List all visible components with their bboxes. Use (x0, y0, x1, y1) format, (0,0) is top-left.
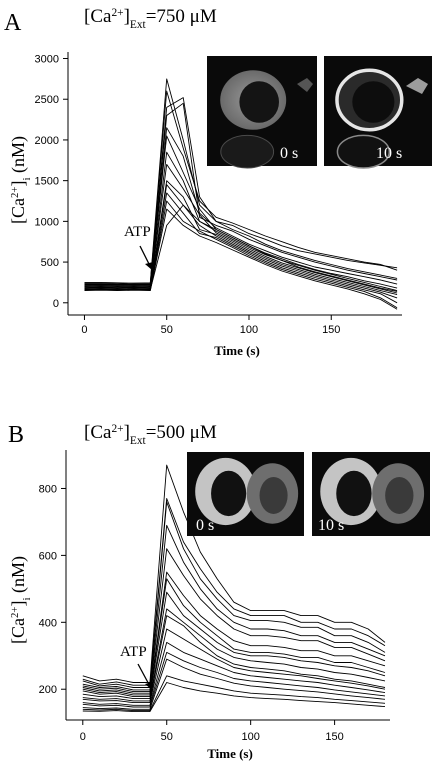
process-shape (406, 78, 428, 94)
y-tick-label: 1500 (35, 176, 59, 188)
series-line-11 (82, 628, 386, 704)
series-line-4 (82, 524, 386, 691)
atp-annotation: ATP (124, 224, 151, 240)
microscopy-inset: 0 s (187, 452, 304, 536)
y-axis-label: [Ca2+]i (nM) (8, 136, 33, 224)
series-line-2 (82, 498, 386, 686)
series-line-16 (82, 682, 386, 713)
microscopy-inset: 10 s (312, 452, 430, 536)
label-part: (nM) (8, 136, 29, 178)
inset-time-label: 0 s (196, 517, 214, 534)
label-part: [Ca (8, 198, 28, 224)
y-tick-label: 600 (39, 550, 57, 562)
y-tick-label: 800 (39, 483, 57, 495)
microscopy-inset: 10 s (324, 56, 432, 169)
series-line-8 (82, 591, 386, 698)
label-part: ] (124, 6, 130, 27)
panel-a: A [Ca2+]Ext=750 μM[Ca2+]i (nM)05001000150… (4, 6, 432, 358)
label-superscript: 2+ (111, 7, 123, 19)
label-subscript: i (21, 598, 33, 601)
neighbor-cell (336, 134, 391, 169)
y-tick-label: 200 (39, 684, 57, 696)
x-tick-label: 50 (161, 324, 173, 336)
label-part: ] (8, 181, 28, 187)
panel-b: B [Ca2+]Ext=500 μM[Ca2+]i (nM)20040060080… (8, 422, 430, 761)
label-part: =750 μM (146, 6, 217, 27)
x-tick-label: 0 (80, 731, 86, 743)
label-part: ] (124, 422, 130, 443)
y-tick-label: 3000 (35, 54, 59, 66)
series-line-10 (84, 184, 398, 299)
series-line-15 (82, 675, 386, 712)
series-line-12 (82, 641, 386, 706)
label-superscript: 2+ (9, 607, 21, 619)
cell-nucleus (352, 81, 395, 123)
label-superscript: 2+ (111, 423, 123, 435)
x-axis-label: Time (s) (214, 343, 260, 358)
panel-label: B (8, 422, 24, 448)
inset-time-label: 10 s (318, 517, 344, 534)
series-line-12 (84, 200, 398, 309)
x-tick-label: 150 (322, 324, 340, 336)
label-part: =500 μM (146, 422, 217, 443)
x-tick-label: 100 (240, 324, 258, 336)
x-axis-label: Time (s) (207, 746, 253, 761)
y-tick-label: 2000 (35, 135, 59, 147)
cell-nucleus (239, 81, 279, 123)
label-part: [Ca (8, 618, 28, 644)
atp-arrow-head (145, 682, 153, 690)
y-tick-label: 0 (53, 298, 59, 310)
series-line-4 (84, 102, 398, 286)
cell-nucleus (336, 470, 372, 517)
x-tick-label: 50 (161, 731, 173, 743)
series-line-5 (82, 548, 386, 693)
series-line-10 (82, 615, 386, 702)
series-line-8 (84, 163, 398, 294)
series-line-5 (84, 127, 398, 287)
series-line-7 (82, 578, 386, 696)
atp-arrow-head (145, 262, 153, 270)
label-subscript: Ext (130, 19, 147, 31)
series-line-2 (84, 90, 398, 285)
neighbor-cell (220, 134, 275, 169)
label-subscript: i (21, 178, 33, 181)
series-line-13 (84, 208, 398, 310)
y-tick-label: 400 (39, 617, 57, 629)
y-tick-label: 500 (41, 257, 59, 269)
label-part: ] (8, 601, 28, 607)
atp-annotation: ATP (120, 644, 147, 660)
series-line-9 (82, 608, 386, 700)
series-line-6 (82, 571, 386, 694)
series-line-3 (82, 501, 386, 688)
label-part: (nM) (8, 556, 29, 598)
neighbor-nucleus (385, 477, 414, 514)
process-shape (297, 78, 313, 92)
microscopy-inset: 0 s (207, 56, 317, 169)
inset-time-label: 10 s (376, 145, 402, 162)
x-tick-label: 100 (241, 731, 259, 743)
x-tick-label: 0 (81, 324, 87, 336)
label-subscript: Ext (130, 435, 147, 447)
label-part: [Ca (84, 422, 112, 443)
series-line-7 (84, 151, 398, 292)
series-line-14 (84, 204, 398, 292)
series-line-13 (82, 651, 386, 708)
neighbor-nucleus (259, 477, 288, 514)
series-line-14 (82, 658, 386, 710)
cell-nucleus (211, 470, 247, 517)
chart-title: [Ca2+]Ext=750 μM (84, 6, 217, 31)
chart-title: [Ca2+]Ext=500 μM (84, 422, 217, 447)
y-axis-label: [Ca2+]i (nM) (8, 556, 33, 644)
label-superscript: 2+ (9, 187, 21, 199)
series-line-1 (82, 464, 386, 683)
x-tick-label: 150 (325, 731, 343, 743)
inset-time-label: 0 s (280, 145, 298, 162)
y-tick-label: 2500 (35, 94, 59, 106)
y-tick-label: 1000 (35, 216, 59, 228)
panel-label: A (4, 10, 22, 36)
series-line-3 (84, 97, 398, 285)
label-part: [Ca (84, 6, 112, 27)
